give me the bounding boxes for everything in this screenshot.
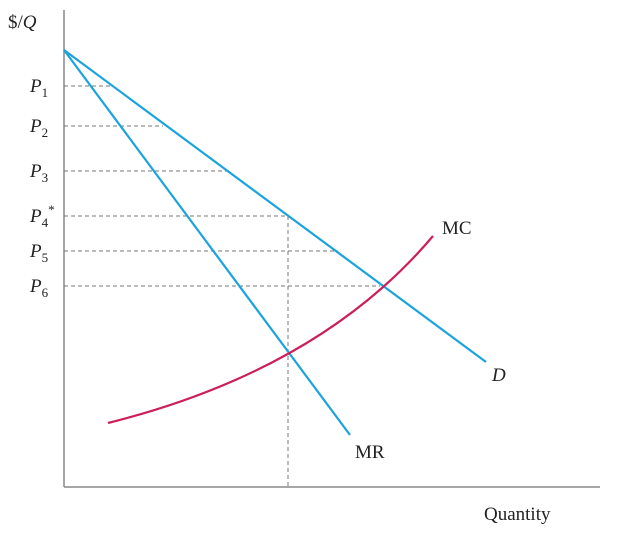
price-label: P3 [29,161,48,185]
price-letter: P [29,161,42,182]
demand-curve [63,49,487,363]
y-label-prefix: $/ [8,12,24,33]
price-letter: P [29,206,42,227]
price-letter: P [29,116,42,137]
price-subscript: 4 [42,215,49,230]
price-letter: P [29,76,42,97]
price-label: P6 [29,276,49,300]
price-label: P4* [29,202,55,230]
price-label: P1 [29,76,48,100]
x-axis-label: Quantity [484,504,551,525]
demand-label: D [491,365,506,386]
mc-label: MC [442,218,472,239]
price-label: P2 [29,116,48,140]
price-letter: P [29,241,42,262]
price-subscript: 1 [42,85,49,100]
price-subscript: 2 [42,125,49,140]
price-label: P5 [29,241,48,265]
price-subscript: 3 [42,170,49,185]
price-subscript: 6 [42,285,49,300]
y-label-var: Q [23,12,37,33]
mr-label: MR [355,442,385,463]
price-superscript: * [48,202,55,217]
mr-curve [63,49,351,436]
price-letter: P [29,276,42,297]
mc-curve [107,235,434,425]
guides [64,85,380,487]
y-axis-label: $/Q [8,12,37,33]
price-subscript: 5 [42,250,49,265]
